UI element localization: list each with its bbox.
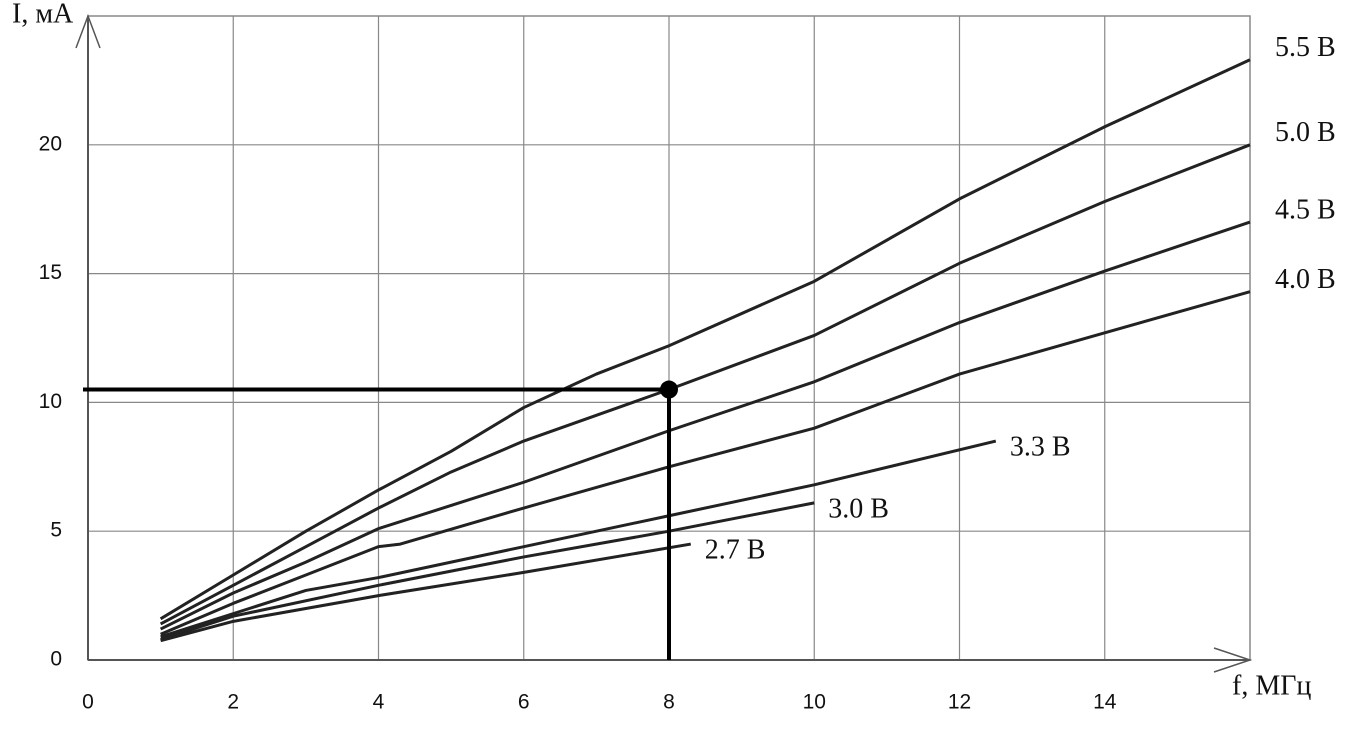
series-line xyxy=(160,290,1251,636)
series-line xyxy=(160,501,815,641)
x-tick-label: 6 xyxy=(518,691,530,714)
y-axis-label: I, мА xyxy=(12,0,74,29)
series-line xyxy=(160,439,997,639)
x-tick-label: 8 xyxy=(663,691,675,714)
series-line xyxy=(159,143,1251,626)
y-axis-arrow xyxy=(75,13,101,49)
series-label: 4.5 В xyxy=(1275,195,1336,226)
y-tick-label: 5 xyxy=(50,519,62,542)
series-line xyxy=(160,542,692,643)
series-label: 5.5 В xyxy=(1275,32,1336,63)
y-tick-label: 15 xyxy=(39,261,62,284)
series-label: 2.7 В xyxy=(705,535,766,566)
series-label: 5.0 В xyxy=(1275,117,1336,148)
series-label: 3.0 В xyxy=(828,493,889,524)
x-tick-label: 0 xyxy=(82,691,94,714)
x-axis-arrow xyxy=(1213,647,1253,673)
x-tick-label: 12 xyxy=(948,691,971,714)
series-label: 3.3 В xyxy=(1010,431,1071,462)
series-label: 4.0 В xyxy=(1275,264,1336,295)
y-tick-label: 0 xyxy=(50,648,62,671)
x-tick-label: 10 xyxy=(803,691,826,714)
x-tick-label: 4 xyxy=(373,691,385,714)
y-tick-label: 20 xyxy=(39,132,62,155)
x-tick-label: 2 xyxy=(227,691,239,714)
x-tick-label: 14 xyxy=(1093,691,1117,714)
y-tick-label: 10 xyxy=(39,390,62,413)
marker-point xyxy=(660,380,678,399)
series-line xyxy=(159,220,1251,631)
x-axis-label: f, МГц xyxy=(1232,670,1311,701)
